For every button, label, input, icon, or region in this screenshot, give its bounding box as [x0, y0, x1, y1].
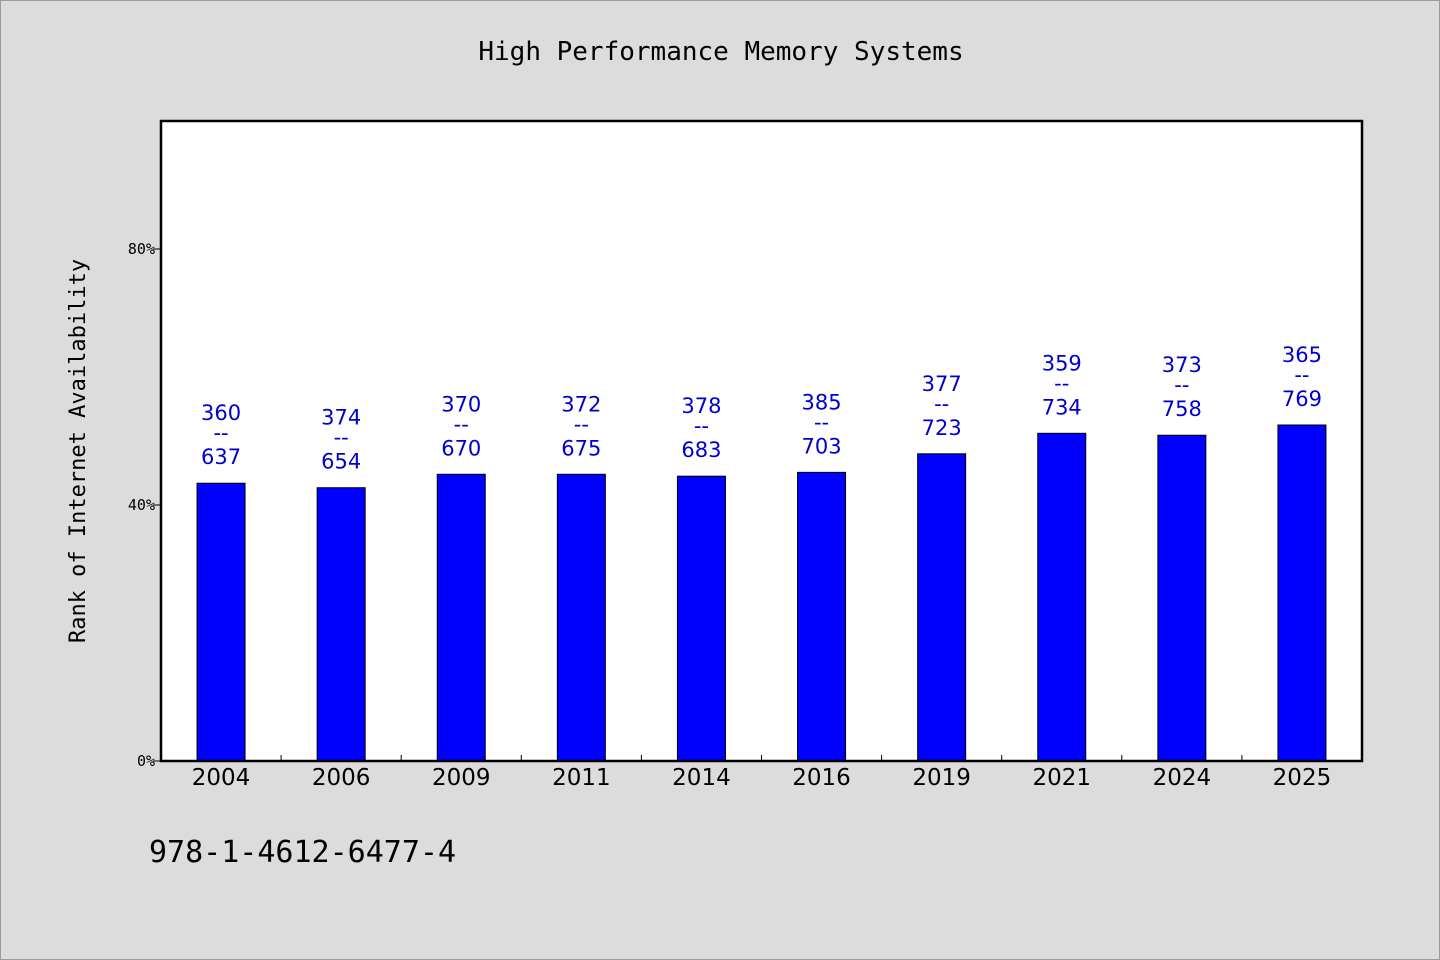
- y-axis-label: Rank of Internet Availability: [66, 259, 91, 643]
- bar: [1037, 432, 1087, 762]
- data-label-top: 385: [802, 390, 842, 414]
- data-label-separator: --: [213, 421, 228, 445]
- plot-frame: [159, 119, 1364, 763]
- y-tick-label: 0%: [137, 752, 155, 770]
- data-label-separator: --: [814, 410, 829, 434]
- data-label-top: 372: [561, 392, 601, 416]
- data-label-bottom: 769: [1282, 387, 1322, 411]
- x-tick-label: 2021: [1032, 765, 1091, 791]
- data-label-separator: --: [454, 412, 469, 436]
- data-label-top: 370: [441, 392, 481, 416]
- bar: [436, 473, 486, 762]
- bar: [676, 475, 726, 762]
- x-tick-label: 2024: [1153, 765, 1212, 791]
- data-label-separator: --: [1294, 363, 1309, 387]
- data-label-separator: --: [1054, 371, 1069, 395]
- bar: [1157, 434, 1207, 762]
- data-label-bottom: 637: [201, 445, 241, 469]
- x-axis: 2004 2006 2009 2011 2014 2016 2019 2021 2024 2025: [192, 755, 1331, 791]
- data-label-top: 377: [922, 372, 962, 396]
- data-label-top: 378: [681, 394, 721, 418]
- data-label-bottom: 703: [802, 434, 842, 458]
- data-label-top: 373: [1162, 353, 1202, 377]
- x-tick-label: 2016: [792, 765, 851, 791]
- data-label-separator: --: [1174, 373, 1189, 397]
- data-label-bottom: 734: [1042, 395, 1082, 419]
- data-label-top: 360: [201, 401, 241, 425]
- bar: [917, 453, 967, 762]
- bars-group: [196, 424, 1327, 762]
- bar: [1277, 424, 1327, 762]
- data-label-top: 374: [321, 406, 361, 430]
- data-label-bottom: 654: [321, 450, 361, 474]
- data-label-bottom: 683: [681, 438, 721, 462]
- isbn-code: 978-1-4612-6477-4: [149, 835, 457, 870]
- data-label-bottom: 670: [441, 436, 481, 460]
- bar: [797, 471, 847, 762]
- data-label-bottom: 723: [922, 416, 962, 440]
- bar: [316, 487, 366, 762]
- x-tick-label: 2025: [1273, 765, 1332, 791]
- y-axis: 0% 40% 80%: [128, 240, 161, 770]
- data-label-separator: --: [934, 392, 949, 416]
- bar: [556, 473, 606, 762]
- x-tick-label: 2014: [672, 765, 731, 791]
- data-label-top: 359: [1042, 351, 1082, 375]
- data-label-top: 365: [1282, 343, 1322, 367]
- data-labels-group: 360--637374--654370--670372--675378--683…: [201, 343, 1322, 474]
- x-tick-label: 2019: [912, 765, 971, 791]
- x-tick-label: 2011: [552, 765, 611, 791]
- y-tick-label: 40%: [128, 496, 155, 514]
- chart-title: High Performance Memory Systems: [478, 37, 964, 67]
- data-label-separator: --: [574, 412, 589, 436]
- data-label-separator: --: [334, 426, 349, 450]
- data-label-separator: --: [694, 414, 709, 438]
- x-tick-label: 2004: [192, 765, 251, 791]
- y-tick-label: 80%: [128, 240, 155, 258]
- data-label-bottom: 758: [1162, 397, 1202, 421]
- data-label-bottom: 675: [561, 436, 601, 460]
- x-tick-label: 2006: [312, 765, 371, 791]
- x-tick-label: 2009: [432, 765, 491, 791]
- bar: [196, 482, 246, 762]
